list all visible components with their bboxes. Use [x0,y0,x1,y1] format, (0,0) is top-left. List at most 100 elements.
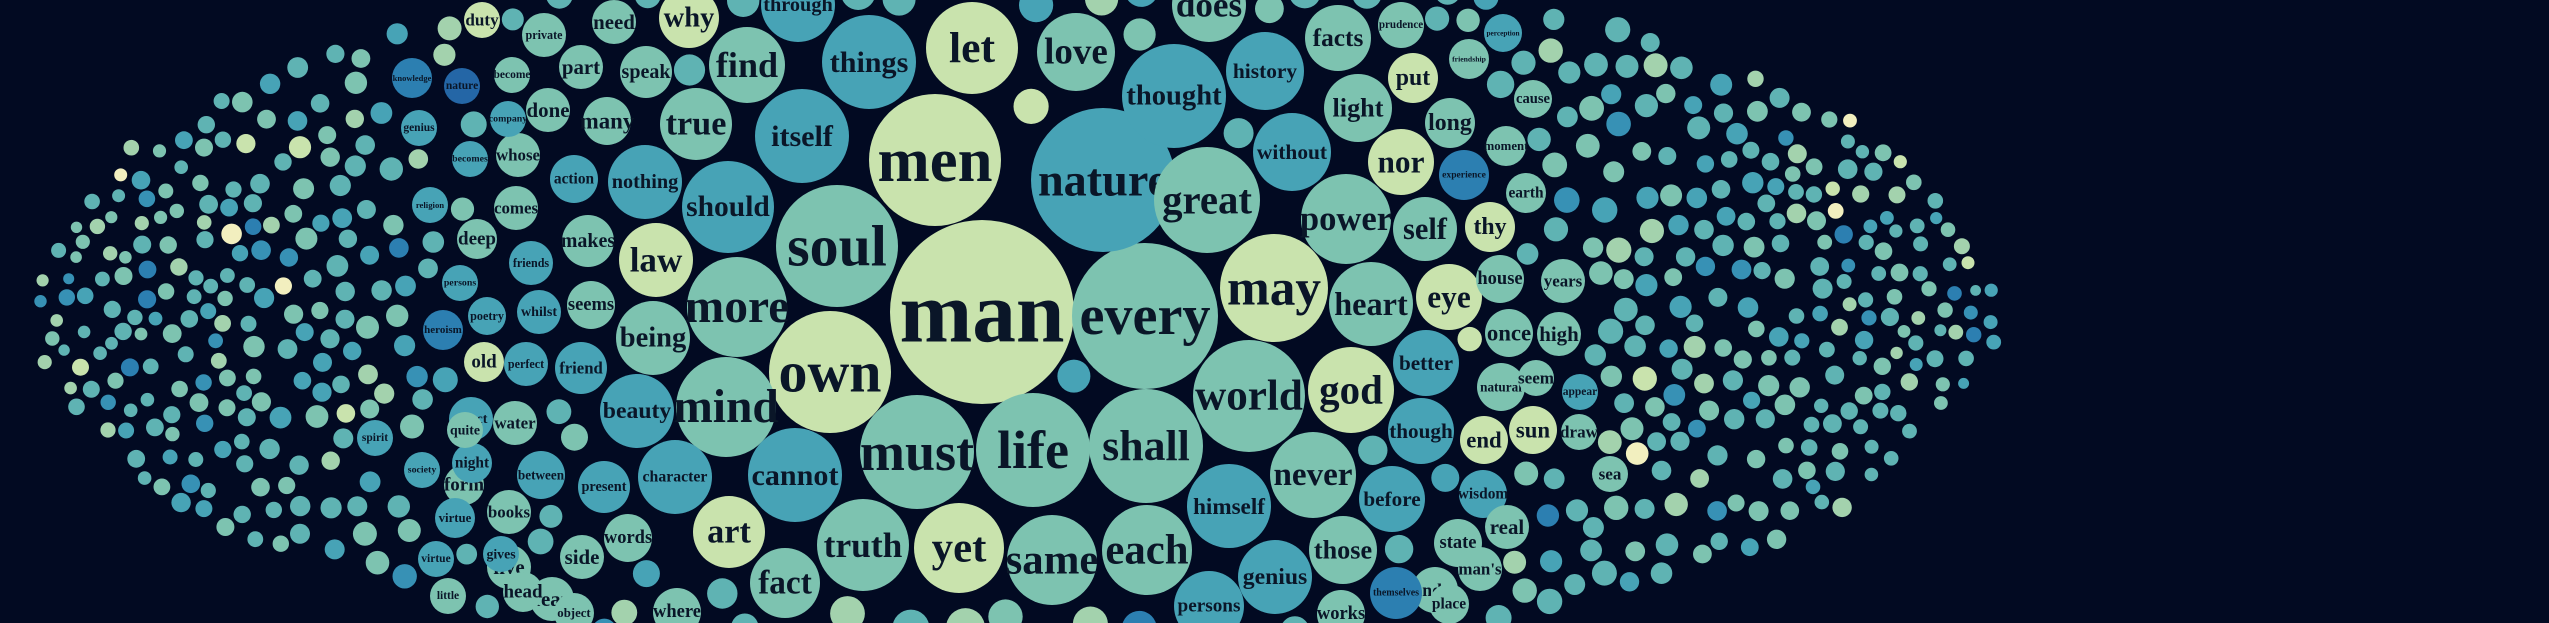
small-word-bubble [1722,370,1743,391]
word-bubble: old [464,342,504,382]
small-word-bubble [1516,243,1539,265]
small-word-bubble [408,149,429,169]
small-word-bubble [1714,339,1732,357]
small-word-bubble [220,268,235,283]
small-word-bubble [290,523,310,544]
word-bubble-circle [1477,363,1525,411]
word-bubble: those [1309,516,1377,584]
small-word-bubble [370,102,393,124]
small-word-bubble [1579,95,1604,121]
word-bubble-circle [1359,466,1425,532]
word-bubble: before [1359,466,1425,532]
word-bubble-label: things [830,45,909,79]
small-word-bubble [1431,463,1460,492]
word-bubble-label: knowledge [393,73,432,83]
word-bubble-label: comes [494,199,539,218]
small-word-bubble [1613,269,1634,290]
small-word-bubble [1683,335,1706,358]
word-bubble: water [493,401,537,445]
word-bubble-circle [1317,590,1365,623]
small-word-bubble [1582,517,1604,538]
small-word-bubble [1958,350,1974,367]
small-word-bubble [1635,315,1655,336]
small-word-bubble [105,211,118,224]
word-bubble-circle [890,220,1074,404]
small-word-bubble [1123,18,1156,51]
word-bubble-label: let [949,24,996,72]
small-word-bubble [1584,52,1608,77]
small-word-bubble [1771,234,1790,253]
word-bubble: action [550,155,598,203]
word-bubble-label: high [1539,322,1579,346]
word-bubble-circle [1102,505,1192,595]
small-word-bubble [257,109,276,129]
small-word-bubble [1660,184,1683,207]
word-bubble: perception [1484,14,1522,52]
small-word-bubble [1664,492,1688,517]
small-word-bubble [162,324,182,343]
word-bubble: genius [1238,540,1312,614]
word-bubble: self [1393,197,1457,261]
word-bubble-circle [494,57,530,93]
small-word-bubble [1934,324,1947,337]
small-word-bubble [274,153,292,171]
small-word-bubble [1814,494,1830,510]
small-word-bubble [1854,330,1874,350]
word-bubble-circle [769,311,891,433]
small-word-bubble [395,275,416,297]
word-bubble: never [1270,432,1356,518]
small-word-bubble [163,406,181,424]
small-word-bubble [1766,529,1787,549]
word-bubble: wisdom [1458,470,1508,518]
small-word-bubble [1639,218,1664,244]
word-bubble-label: being [620,323,687,354]
word-bubble: gives [483,536,519,572]
small-word-bubble [1353,0,1381,9]
small-word-bubble [1625,442,1649,465]
small-word-bubble [1597,430,1622,454]
small-bubble-field [34,0,2002,623]
word-bubble-circle [578,461,630,513]
small-word-bubble [1853,419,1869,435]
small-word-bubble [1688,419,1706,438]
small-word-bubble [174,160,188,174]
small-word-bubble [197,116,215,134]
word-bubble: head [503,572,543,612]
word-bubble-circle [709,27,785,103]
small-word-bubble [1634,498,1655,519]
word-bubble-label: put [1396,65,1430,91]
word-bubble: need [592,0,636,44]
small-word-bubble [1696,155,1715,173]
small-word-bubble [1958,377,1970,389]
word-bubble-label: cause [1516,91,1551,107]
small-word-bubble [95,271,110,287]
word-bubble-label: poetry [470,309,504,323]
small-word-bubble [1636,186,1659,209]
small-word-bubble [1686,187,1708,209]
word-bubble: years [1541,259,1585,303]
word-bubble: seems [567,281,615,329]
word-bubble-label: done [527,98,570,122]
small-word-bubble [153,478,171,496]
word-bubble: put [1388,53,1438,103]
small-word-bubble [1792,102,1811,122]
word-bubble-label: speak [622,61,672,83]
small-word-bubble [418,258,438,279]
small-word-bubble [326,44,345,64]
small-word-bubble [392,564,417,589]
word-bubble-label: little [437,590,459,602]
word-bubble-label: life [997,420,1069,480]
word-bubble: religion [412,187,448,223]
word-bubble-label: water [494,414,536,433]
small-word-bubble [146,418,164,437]
word-bubble-circle [562,215,614,267]
small-word-bubble [1858,234,1874,250]
word-bubble-circle [693,496,765,568]
word-bubble-circle [620,46,672,98]
word-bubble-circle [483,536,519,572]
word-bubble: house [1476,255,1524,303]
small-word-bubble [1864,439,1879,454]
small-word-bubble [278,476,296,495]
small-word-bubble [250,173,270,194]
small-word-bubble [1742,141,1760,159]
